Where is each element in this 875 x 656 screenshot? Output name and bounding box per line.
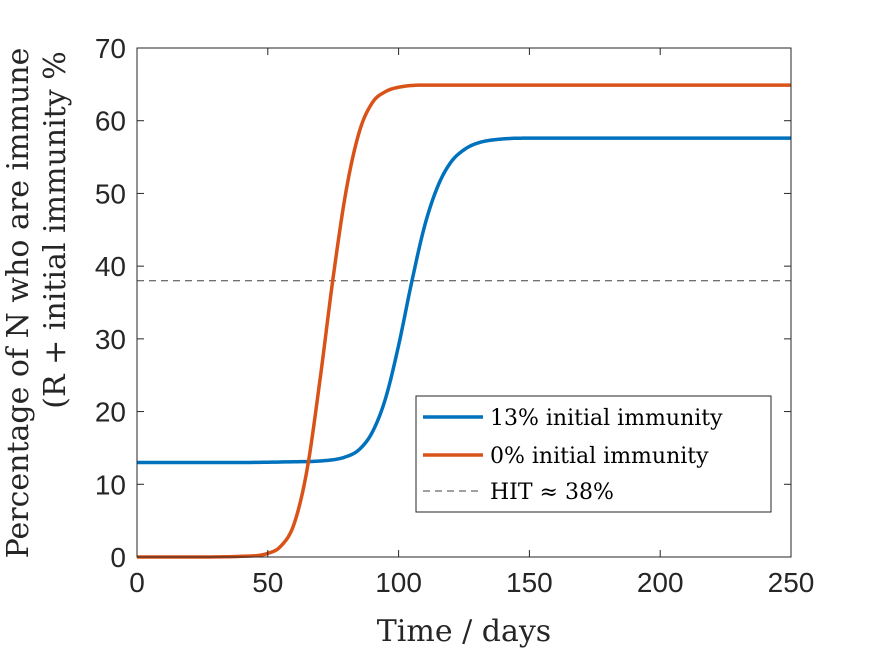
x-tick-label-0: 0 bbox=[129, 567, 145, 598]
series-line-13-initial-immunity bbox=[137, 136, 791, 465]
y-tick-label-0: 0 bbox=[110, 542, 126, 573]
y-axis-title-line-2: (R + initial immunity % bbox=[38, 51, 73, 408]
x-tick-label-200: 200 bbox=[637, 567, 684, 598]
y-tick-label-60: 60 bbox=[95, 106, 126, 137]
y-tick-label-50: 50 bbox=[95, 178, 126, 209]
x-tick-label-50: 50 bbox=[252, 567, 283, 598]
legend: 13% initial immunity 0% initial immunity… bbox=[415, 395, 772, 513]
y-tick-label-10: 10 bbox=[95, 469, 126, 500]
x-axis-title: Time / days bbox=[377, 614, 551, 649]
y-tick-label-70: 70 bbox=[95, 33, 126, 64]
y-axis-title-line-1: Percentage of N who are immune bbox=[1, 48, 36, 559]
y-tick-label-40: 40 bbox=[95, 251, 126, 282]
x-tick-label-150: 150 bbox=[506, 567, 553, 598]
y-tick-label-30: 30 bbox=[95, 324, 126, 355]
x-tick-label-250: 250 bbox=[768, 567, 815, 598]
y-tick-label-20: 20 bbox=[95, 397, 126, 428]
legend-label-0pct: 0% initial immunity bbox=[490, 444, 709, 469]
legend-label-13pct: 13% initial immunity bbox=[490, 406, 723, 431]
plot-area-frame bbox=[136, 47, 792, 558]
legend-label-hit: HIT ≈ 38% bbox=[490, 480, 614, 505]
x-tick-label-100: 100 bbox=[375, 567, 422, 598]
